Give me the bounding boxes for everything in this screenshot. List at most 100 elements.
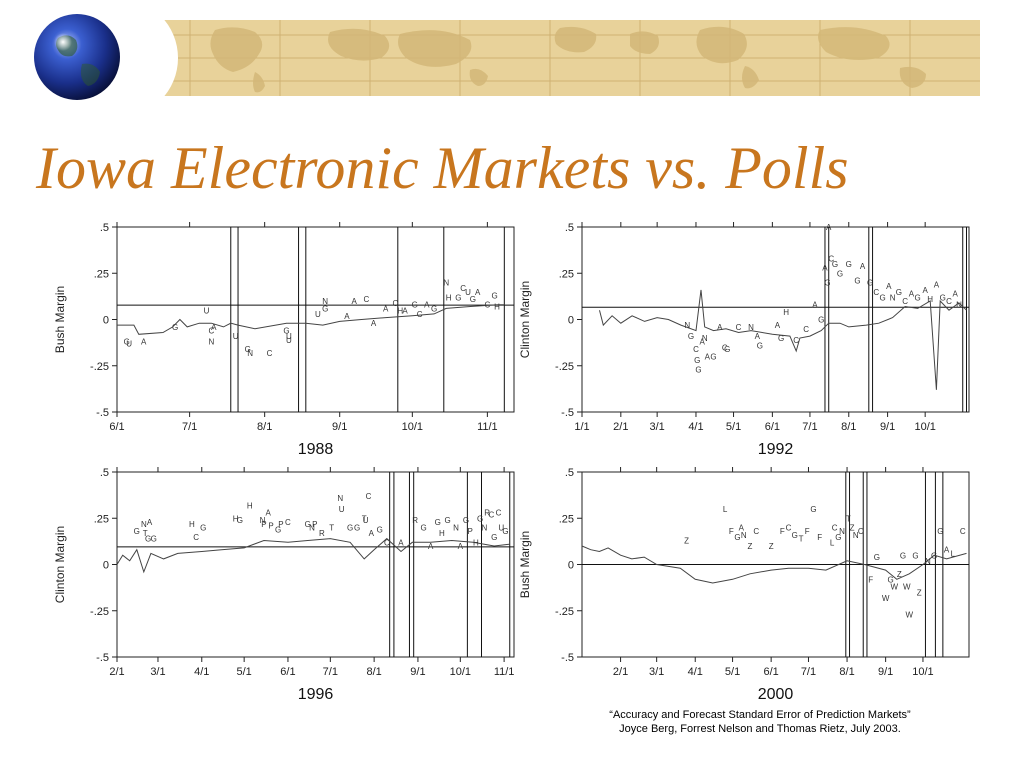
x-tick-label: 7/1 — [802, 421, 817, 433]
poll-marker: A — [755, 332, 761, 341]
x-tick-label: 6/1 — [763, 666, 778, 678]
poll-marker: A — [265, 509, 271, 518]
poll-marker: U — [465, 288, 471, 297]
poll-marker: G — [245, 345, 251, 354]
poll-marker: R — [484, 509, 490, 518]
poll-marker: A — [909, 290, 915, 299]
poll-marker: C — [902, 297, 908, 306]
poll-marker: C — [946, 297, 952, 306]
x-tick-label: 11/1 — [477, 421, 498, 433]
x-tick-label: 2/1 — [613, 666, 628, 678]
y-axis-label: Clinton Margin — [53, 526, 67, 603]
poll-marker: G — [151, 535, 157, 544]
poll-marker: P — [312, 520, 317, 529]
poll-marker: F — [780, 527, 785, 536]
poll-marker: C — [417, 310, 423, 319]
x-tick-label: 9/1 — [410, 666, 425, 678]
poll-marker: G — [305, 520, 311, 529]
x-tick-label: 7/1 — [182, 421, 197, 433]
poll-marker: N — [925, 557, 931, 566]
poll-marker: L — [830, 538, 835, 547]
y-tick-label: -.25 — [555, 361, 574, 373]
x-tick-label: 4/1 — [194, 666, 209, 678]
poll-marker: N — [702, 334, 708, 343]
poll-marker: F — [805, 527, 810, 536]
poll-marker: G — [912, 551, 918, 560]
x-tick-label: 9/1 — [878, 666, 893, 678]
poll-marker: G — [435, 518, 441, 527]
x-tick-label: 9/1 — [880, 421, 895, 433]
poll-marker: H — [473, 538, 479, 547]
poll-marker: C — [392, 299, 398, 308]
y-tick-label: -.25 — [90, 606, 109, 618]
poll-marker: A — [922, 286, 928, 295]
poll-marker: L — [951, 549, 956, 558]
poll-marker: A — [775, 321, 781, 330]
poll-marker: C — [209, 327, 215, 336]
poll-marker: A — [739, 524, 745, 533]
y-tick-label: -.5 — [96, 652, 109, 664]
poll-marker: U — [339, 505, 345, 514]
x-tick-label: 2/1 — [109, 666, 124, 678]
poll-marker: A — [398, 538, 404, 547]
poll-marker: G — [694, 356, 700, 365]
poll-marker: G — [874, 553, 880, 562]
poll-marker: P — [268, 522, 273, 531]
poll-marker: A — [424, 301, 430, 310]
x-tick-label: 7/1 — [323, 666, 338, 678]
poll-marker: N — [141, 520, 147, 529]
poll-marker: F — [817, 533, 822, 542]
world-map-background — [118, 20, 980, 96]
x-tick-label: 5/1 — [725, 666, 740, 678]
poll-marker: C — [960, 527, 966, 536]
poll-marker: C — [460, 284, 466, 293]
poll-marker: T — [362, 514, 367, 523]
y-tick-label: -.25 — [90, 361, 109, 373]
poll-marker: C — [693, 345, 699, 354]
chart-1996: .5 .25 0 -.25 -.5 2/1 3/1 4/1 5/1 6/1 7/1 8/1 9/1 10/… — [50, 460, 520, 710]
poll-marker: G — [283, 327, 289, 336]
poll-marker: A — [944, 546, 950, 555]
poll-marker: F — [729, 527, 734, 536]
poll-marker: C — [786, 524, 792, 533]
y-tick-label: .5 — [100, 467, 109, 479]
poll-marker: A — [458, 542, 464, 551]
x-tick-label: 1/1 — [574, 421, 589, 433]
poll-marker: G — [377, 525, 383, 534]
poll-marker: G — [134, 527, 140, 536]
chart-1988-svg: .5 .25 0 -.25 -.56/1 7/1 8/1 9/1 10/1 11/1 Bush Ma… — [53, 222, 515, 458]
y-tick-label: .25 — [559, 513, 574, 525]
y-tick-label: .25 — [94, 268, 109, 280]
chart-1996-svg: .5 .25 0 -.25 -.52/1 3/1 4/1 5/1 6/1 7/1 8/1 9/1 10/… — [53, 467, 515, 703]
poll-marker: Z — [917, 588, 922, 597]
poll-marker: G — [455, 293, 461, 302]
poll-marker: A — [369, 529, 375, 538]
market-line — [117, 304, 505, 335]
poll-marker: T — [329, 524, 334, 533]
poll-marker: G — [867, 279, 873, 288]
poll-marker: U — [204, 306, 210, 315]
x-tick-label: 6/1 — [765, 421, 780, 433]
citation-line-2: Joyce Berg, Forrest Nelson and Thomas Ri… — [619, 723, 901, 735]
poll-marker: G — [124, 338, 130, 347]
plot-area: .5 .25 0 -.25 -.51/1 2/1 3/1 4/1 5/1 6/1 7/1 8/1 9/1… — [518, 222, 970, 458]
x-tick-label: 10/1 — [450, 666, 471, 678]
poll-marker: G — [931, 551, 937, 560]
poll-marker: H — [233, 514, 239, 523]
poll-marker: N — [956, 301, 962, 310]
poll-marker: G — [322, 304, 328, 313]
y-tick-label: 0 — [103, 560, 109, 572]
market-line — [116, 537, 510, 574]
poll-marker: H — [397, 306, 403, 315]
poll-marker: C — [366, 492, 372, 501]
plot-area: .5 .25 0 -.25 -.5 2/1 3/1 4/1 5/1 6/1 7/1 8/1 9/1 10/… — [518, 467, 970, 703]
poll-marker: C — [793, 336, 799, 345]
poll-marker: A — [352, 297, 358, 306]
poll-marker: N — [481, 524, 487, 533]
poll-marker: G — [757, 341, 763, 350]
poll-marker: F — [868, 575, 873, 584]
poll-marker: A — [211, 323, 217, 332]
globe-icon — [34, 14, 120, 100]
x-tick-label: 5/1 — [237, 666, 252, 678]
poll-marker: T — [143, 529, 148, 538]
